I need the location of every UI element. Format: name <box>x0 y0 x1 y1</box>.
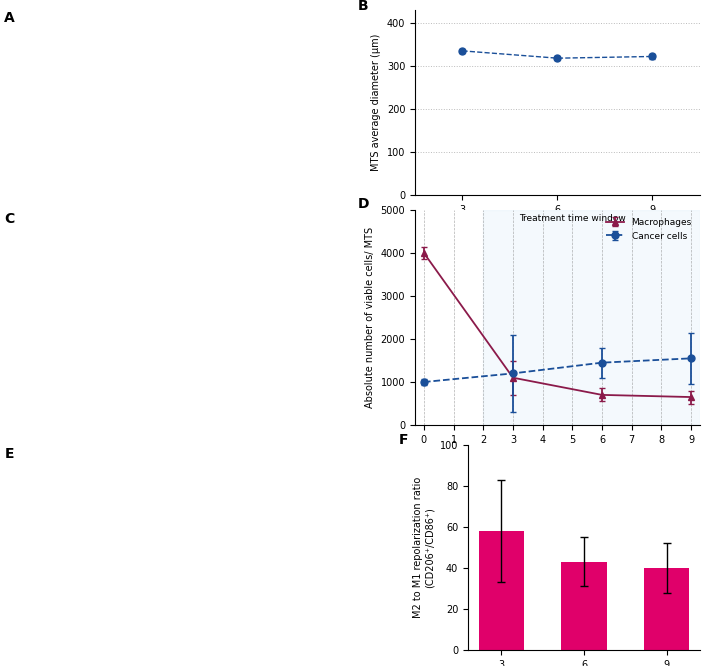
Bar <box>479 531 524 650</box>
Text: C: C <box>4 212 14 226</box>
Text: B: B <box>358 0 369 13</box>
X-axis label: Days: Days <box>545 220 570 230</box>
Text: A: A <box>4 11 15 25</box>
Bar <box>561 562 607 650</box>
Bar <box>644 568 690 650</box>
Y-axis label: M2 to M1 repolarization ratio
(CD206⁺/CD86⁺): M2 to M1 repolarization ratio (CD206⁺/CD… <box>413 477 434 618</box>
Bar <box>484 210 700 425</box>
Text: Treatment time window: Treatment time window <box>519 214 626 222</box>
Text: E: E <box>4 447 14 461</box>
Y-axis label: MTS average diameter (μm): MTS average diameter (μm) <box>371 34 381 171</box>
Y-axis label: Absolute number of viable cells/ MTS: Absolute number of viable cells/ MTS <box>365 227 375 408</box>
X-axis label: Days of spheroid growth: Days of spheroid growth <box>498 450 617 460</box>
Legend: Macrophages, Cancer cells: Macrophages, Cancer cells <box>603 214 695 244</box>
Text: F: F <box>399 433 408 447</box>
Text: D: D <box>358 197 370 211</box>
